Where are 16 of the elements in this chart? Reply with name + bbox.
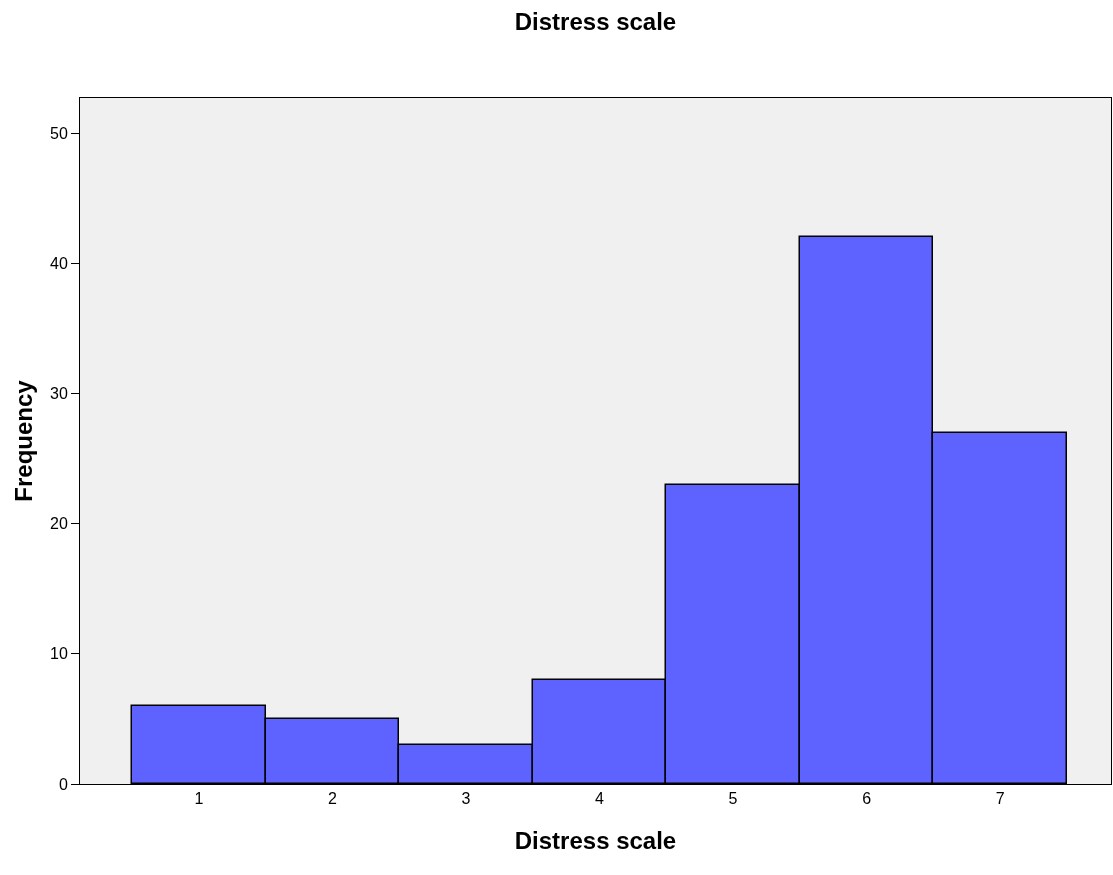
y-tick-label: 40 bbox=[50, 254, 68, 272]
y-tick-label: 30 bbox=[50, 385, 68, 403]
x-tick-label: 5 bbox=[728, 790, 738, 808]
x-tick-label: 6 bbox=[862, 790, 872, 808]
x-axis-title: Distress scale bbox=[514, 826, 677, 854]
x-tick-label: 7 bbox=[995, 790, 1005, 808]
y-tick-label: 20 bbox=[50, 515, 68, 533]
x-tick-label: 3 bbox=[461, 790, 471, 808]
x-tick-label: 1 bbox=[194, 790, 204, 808]
y-tick-label: 10 bbox=[50, 645, 68, 663]
x-tick-label: 2 bbox=[327, 790, 337, 808]
chart-title: Distress scale bbox=[514, 7, 677, 35]
y-axis-title: Frequency bbox=[10, 379, 38, 502]
y-tick-label: 50 bbox=[50, 124, 68, 142]
x-tick-label: 4 bbox=[595, 790, 605, 808]
y-tick-label: 0 bbox=[58, 775, 68, 793]
